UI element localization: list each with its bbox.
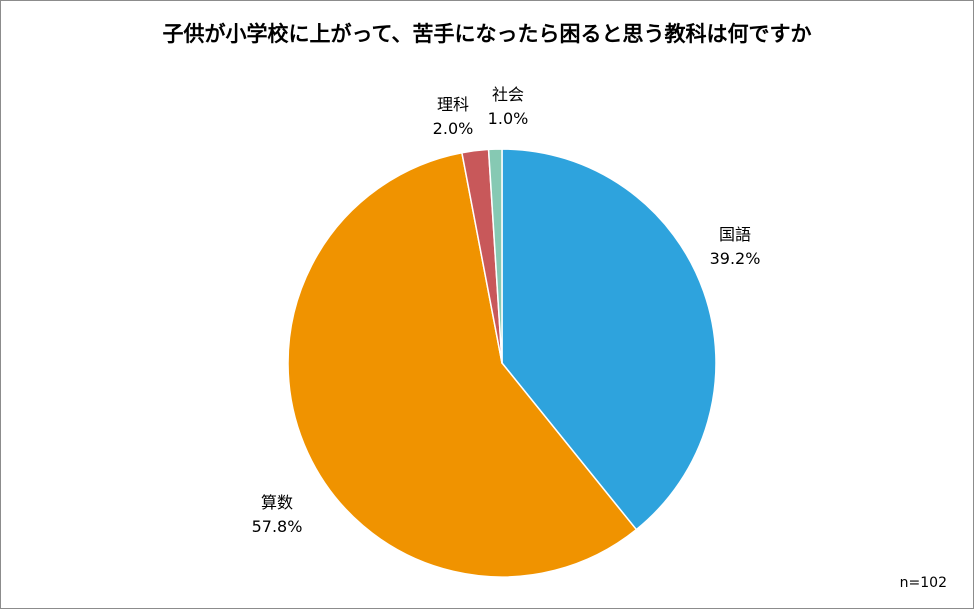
slice-label-shakai-value: 1.0% bbox=[487, 109, 529, 128]
sample-size-note: n=102 bbox=[899, 575, 947, 591]
slice-label-kokugo-name: 国語 bbox=[718, 225, 751, 244]
chart-title: 子供が小学校に上がって、苦手になったら困ると思う教科は何ですか bbox=[162, 22, 812, 46]
slice-label-sansu-name: 算数 bbox=[260, 493, 293, 512]
slice-label-kokugo-value: 39.2% bbox=[709, 249, 761, 268]
pie-slice-sansu bbox=[287, 152, 638, 578]
slice-label-sansu-value: 57.8% bbox=[251, 517, 303, 536]
slice-label-rika-name: 理科 bbox=[436, 95, 469, 114]
slice-label-shakai: 社会 1.0% bbox=[468, 83, 548, 131]
slice-label-shakai-name: 社会 bbox=[491, 85, 524, 104]
slice-label-kokugo: 国語 39.2% bbox=[695, 223, 775, 271]
pie-slice-kokugo bbox=[501, 148, 717, 531]
slice-label-rika: 理科 2.0% bbox=[413, 93, 493, 141]
pie-slices bbox=[287, 148, 717, 578]
pie-slice-shakai bbox=[487, 148, 503, 364]
slice-label-sansu: 算数 57.8% bbox=[237, 491, 317, 539]
slice-label-rika-value: 2.0% bbox=[432, 119, 474, 138]
